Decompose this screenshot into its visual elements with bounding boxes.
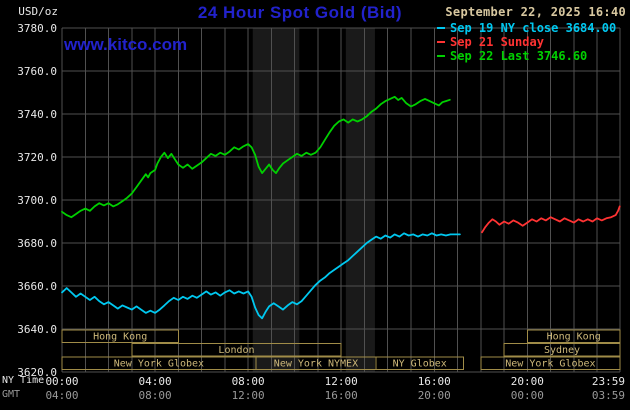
legend-item-sep19-ny-close: Sep 19 NY close 3684.00: [437, 21, 616, 35]
y-axis-tick-label: 3760.0: [17, 65, 57, 78]
legend: Sep 19 NY close 3684.00 Sep 21 Sunday Se…: [437, 21, 616, 63]
x-axis-gmt-tick-label: 20:00: [418, 389, 451, 402]
y-axis-tick-label: 3700.0: [17, 194, 57, 207]
y-axis-tick-label: 3680.0: [17, 237, 57, 250]
session-label: Sydney: [544, 345, 580, 356]
y-axis-unit-label: USD/oz: [18, 5, 58, 18]
session-label: New York Globex: [114, 359, 204, 370]
session-box: [375, 356, 464, 370]
session-label: New York NYMEX: [274, 359, 358, 370]
gmt-axis-title: GMT: [2, 389, 21, 400]
legend-line-swatch-sep21: [437, 41, 445, 43]
x-axis-ny-tick-label: 00:00: [45, 375, 78, 388]
x-axis-ny-tick-label: 23:59: [592, 375, 625, 388]
ny-time-axis-title: NY Time: [2, 375, 45, 386]
x-axis-ny-tick-label: 20:00: [511, 375, 544, 388]
session-label: New York Globex: [505, 359, 595, 370]
series-line-sep19: [61, 232, 461, 320]
legend-item-sep22-last: Sep 22 Last 3746.60: [437, 49, 616, 63]
x-axis-ny-tick-label: 16:00: [418, 375, 451, 388]
x-axis-gmt-tick-label: 16:00: [325, 389, 358, 402]
kitco-watermark-link[interactable]: www.kitco.com: [64, 35, 188, 54]
x-axis-gmt-tick-label: 08:00: [139, 389, 172, 402]
x-axis-gmt-tick-label: 04:00: [45, 389, 78, 402]
x-axis-gmt-tick-label: 12:00: [232, 389, 265, 402]
session-box: [61, 329, 179, 343]
x-axis-ny-tick-label: 04:00: [139, 375, 172, 388]
y-axis-tick-label: 3640.0: [17, 323, 57, 336]
y-axis-tick-label: 3660.0: [17, 280, 57, 293]
legend-label-sep22: Sep 22 Last 3746.60: [450, 49, 588, 63]
legend-label-sep21: Sep 21 Sunday: [450, 35, 544, 49]
legend-line-swatch-sep22: [437, 55, 445, 57]
x-axis-gmt-tick-label: 03:59: [592, 389, 625, 402]
session-label: Hong Kong: [93, 332, 147, 343]
y-axis-tick-label: 3780.0: [17, 22, 57, 35]
session-box: [480, 356, 621, 370]
session-label: Hong Kong: [547, 332, 601, 343]
session-label: London: [218, 345, 254, 356]
session-box: [526, 329, 621, 343]
y-axis-tick-label: 3620.0: [17, 366, 57, 379]
y-axis-tick-label: 3740.0: [17, 108, 57, 121]
y-axis-tick-label: 3720.0: [17, 151, 57, 164]
legend-label-sep19: Sep 19 NY close 3684.00: [450, 21, 617, 35]
legend-line-swatch-sep19: [437, 27, 445, 29]
legend-item-sep21-sunday: Sep 21 Sunday: [437, 35, 616, 49]
x-axis-ny-tick-label: 12:00: [325, 375, 358, 388]
series-line-sep21: [481, 205, 621, 234]
session-box: [503, 343, 621, 357]
session-label: NY Globex: [393, 359, 447, 370]
chart-title: 24 Hour Spot Gold (Bid): [197, 3, 403, 22]
x-axis-gmt-tick-label: 00:00: [511, 389, 544, 402]
chart-timestamp: September 22, 2025 16:40: [445, 5, 626, 19]
x-axis-ny-tick-label: 08:00: [232, 375, 265, 388]
session-box: [131, 343, 342, 357]
series-line-sep22: [61, 95, 451, 219]
